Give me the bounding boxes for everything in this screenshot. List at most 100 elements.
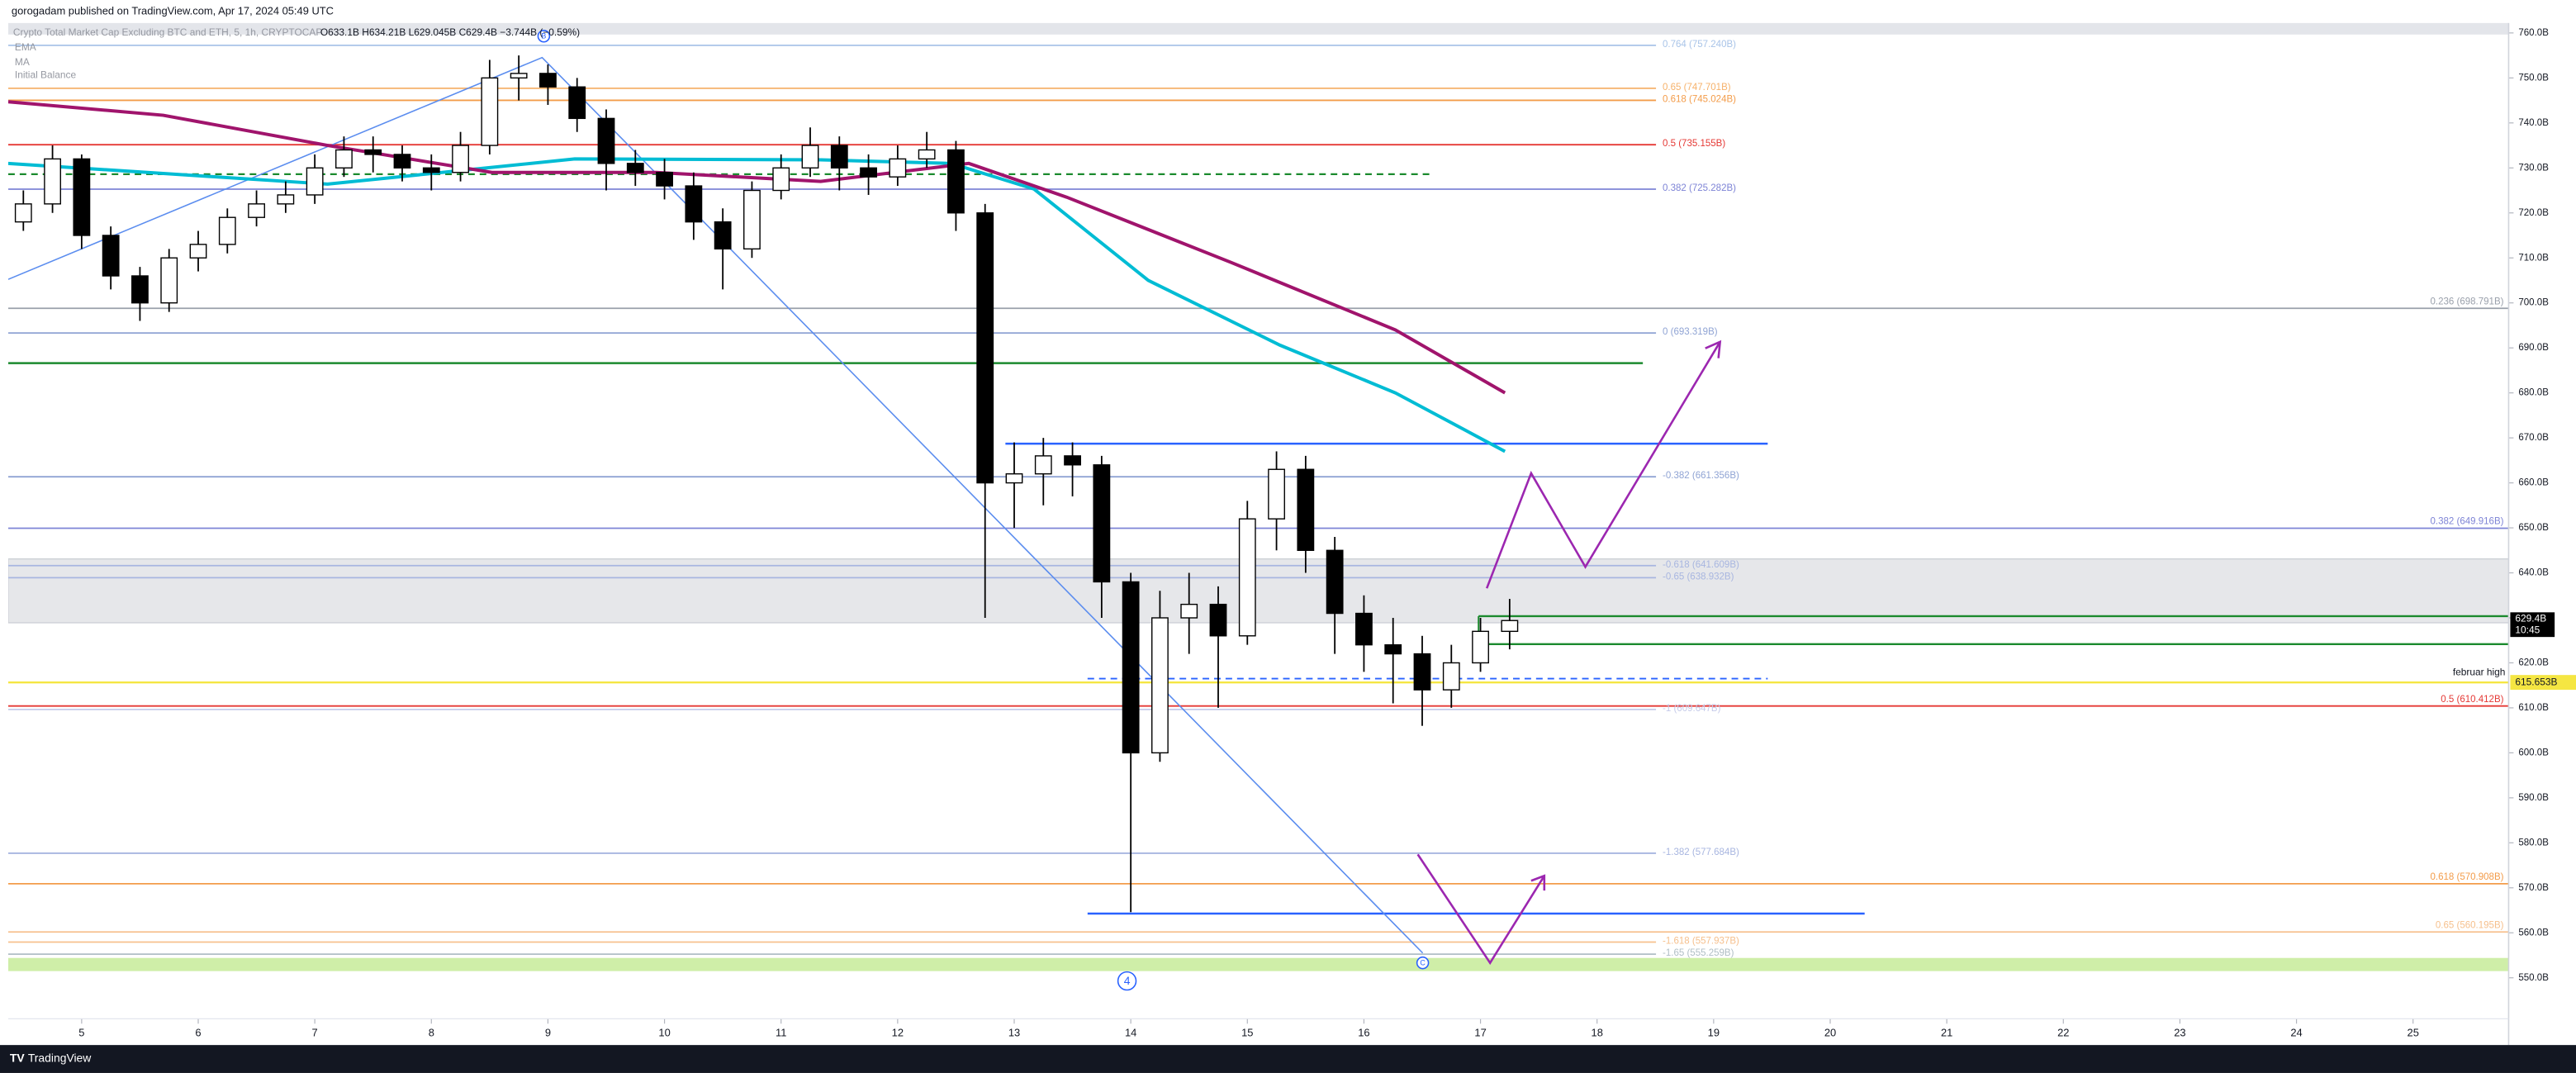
candle-body — [364, 149, 382, 155]
y-tick-label: 720.0B — [2518, 208, 2549, 218]
moving-average — [7, 100, 1506, 395]
price-badge-label: 615.653B — [2515, 676, 2557, 687]
x-tick-label: 17 — [1474, 1027, 1486, 1039]
x-tick-label: 21 — [1941, 1027, 1952, 1039]
candle-body — [1151, 617, 1169, 754]
legend-title: Crypto Total Market Cap Excluding BTC an… — [13, 26, 322, 38]
candle-body — [160, 257, 178, 304]
x-tick-label: 7 — [312, 1027, 318, 1039]
x-tick-label: 13 — [1008, 1027, 1020, 1039]
header-text: gorogadam published on TradingView.com, … — [12, 4, 334, 17]
wave-label: 4 — [1124, 974, 1131, 987]
candle-body — [1268, 468, 1285, 520]
fib-label: -0.618 (641.609B) — [1663, 560, 1739, 570]
wave-label: B — [541, 32, 546, 40]
legend-ohlc: O633.1B H634.21B L629.045B C629.4B −3.74… — [320, 26, 580, 38]
y-tick-label: 670.0B — [2518, 433, 2549, 443]
fib-label: 0 (693.319B) — [1663, 327, 1718, 337]
wave-label-circle — [1117, 971, 1137, 991]
candle-body — [1297, 468, 1315, 551]
candle-body — [1384, 643, 1402, 655]
candle-body — [131, 275, 149, 304]
x-tick-label: 24 — [2290, 1027, 2302, 1039]
candle-body — [1064, 455, 1081, 466]
candle-body — [830, 145, 848, 169]
candle-body — [1209, 603, 1227, 637]
candle-body — [218, 216, 236, 245]
candle-body — [976, 212, 994, 484]
candle-body — [714, 221, 732, 250]
fib-label: -1.382 (577.684B) — [1663, 847, 1739, 857]
legend-row: MA — [15, 56, 30, 68]
top-band — [7, 22, 2509, 35]
y-tick-label: 760.0B — [2518, 28, 2549, 38]
candle-body — [335, 149, 353, 169]
candle-body — [44, 158, 61, 205]
moving-average — [7, 157, 1506, 453]
fib-label: 0.618 (570.908B) — [2430, 872, 2503, 882]
y-tick-label: 590.0B — [2518, 793, 2549, 803]
candle-body — [1093, 464, 1111, 583]
x-tick-label: 15 — [1241, 1027, 1253, 1039]
projection-path — [1416, 853, 1545, 966]
y-tick-label: 750.0B — [2518, 73, 2549, 83]
fib-label: -1 (609.647B) — [1663, 704, 1721, 714]
y-tick-label: 560.0B — [2518, 928, 2549, 938]
arrow-head — [1530, 874, 1546, 891]
y-tick-label: 740.0B — [2518, 118, 2549, 128]
x-tick-label: 8 — [429, 1027, 434, 1039]
candle-body — [73, 158, 91, 236]
legend-row: Initial Balance — [15, 69, 77, 81]
x-tick-label: 16 — [1358, 1027, 1369, 1039]
candle-body — [685, 185, 703, 223]
candle-body — [1501, 620, 1519, 633]
candle-body — [393, 154, 411, 169]
legend-row: EMA — [15, 41, 36, 53]
wave-label-circle — [1416, 956, 1430, 970]
candle-body — [889, 158, 907, 178]
price-badge — [2510, 675, 2576, 691]
x-tick-label: 23 — [2174, 1027, 2185, 1039]
candle-body — [1355, 612, 1373, 646]
candle-body — [1122, 581, 1140, 754]
y-tick-label: 690.0B — [2518, 343, 2549, 353]
fib-label: -0.382 (661.356B) — [1663, 471, 1739, 481]
candle-body — [568, 86, 586, 120]
candle-body — [452, 145, 469, 173]
support-zone — [7, 957, 2509, 971]
candle-body — [656, 172, 673, 187]
candle-body — [772, 167, 790, 192]
candle-body — [1326, 549, 1344, 615]
candle-body — [481, 77, 499, 146]
candle-body — [422, 167, 440, 173]
fib-label: 0.382 (649.916B) — [2430, 517, 2503, 527]
moving-averages — [7, 100, 1506, 453]
fib-label: 0.65 (747.701B) — [1663, 83, 1731, 93]
candle-body — [918, 149, 936, 160]
fib-label: -1.65 (555.259B) — [1663, 948, 1734, 958]
levels — [7, 45, 2509, 955]
x-tick-label: 10 — [658, 1027, 670, 1039]
candle-body — [1442, 662, 1460, 691]
candle-body — [277, 194, 295, 205]
x-tick-label: 5 — [78, 1027, 84, 1039]
y-tick-label: 550.0B — [2518, 973, 2549, 983]
x-tick-label: 19 — [1708, 1027, 1720, 1039]
x-tick-label: 18 — [1592, 1027, 1603, 1039]
labels: 550.0B 560.0B 570.0B 580.0B 590.0B 600.0B 610.… — [78, 28, 2576, 1039]
arrow-head — [1705, 339, 1722, 358]
candle-body — [102, 235, 120, 277]
fib-label: 0.5 (610.412B) — [2441, 695, 2503, 705]
candle-body — [14, 203, 32, 223]
last-price-badge — [2510, 612, 2555, 638]
footer-text: TradingView — [28, 1052, 92, 1065]
y-tick-label: 620.0B — [2518, 658, 2549, 668]
fib-label: 0.618 (745.024B) — [1663, 94, 1736, 104]
projection-path — [1485, 341, 1721, 589]
y-tick-label: 700.0B — [2518, 298, 2549, 308]
y-tick-label: 600.0B — [2518, 748, 2549, 757]
